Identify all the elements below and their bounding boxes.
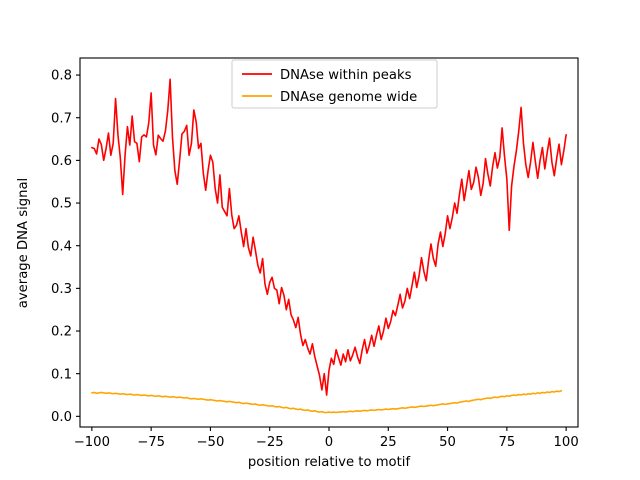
x-tick-label: 50 [439,435,456,450]
x-tick-label: 75 [498,435,515,450]
x-tick-label: −75 [137,435,165,450]
series-line-genome-wide [91,389,563,414]
y-tick-label: 0.1 [51,367,72,382]
chart-legend: DNAse within peaks DNAse genome wide [231,59,438,109]
data-series-layer [91,78,567,414]
x-tick-label: −50 [197,435,225,450]
y-tick-label: 0.6 [51,154,72,169]
x-tick-label: 0 [325,435,333,450]
x-tick-label: −25 [256,435,284,450]
x-axis-ticks: −100 −75 −50 −25 0 25 50 75 100 [74,427,579,450]
y-tick-label: 0.7 [51,111,72,126]
legend-item-label: DNAse genome wide [280,90,417,105]
y-tick-label: 0.4 [51,239,72,254]
x-tick-label: −100 [74,435,110,450]
legend-box [231,59,438,109]
y-tick-label: 0.3 [51,282,72,297]
legend-item-label: DNAse within peaks [280,68,412,83]
y-tick-label: 0.8 [51,69,72,84]
series-line-within-peaks [91,78,567,396]
x-tick-label: 25 [380,435,397,450]
y-tick-label: 0.0 [51,410,72,425]
y-axis-ticks: 0.0 0.1 0.2 0.3 0.4 0.5 0.6 0.7 0.8 [51,69,80,425]
x-axis-title: position relative to motif [248,455,411,470]
x-tick-label: 100 [554,435,579,450]
y-tick-label: 0.5 [51,197,72,212]
y-axis-title: average DNA signal [16,178,31,308]
y-tick-label: 0.2 [51,325,72,340]
